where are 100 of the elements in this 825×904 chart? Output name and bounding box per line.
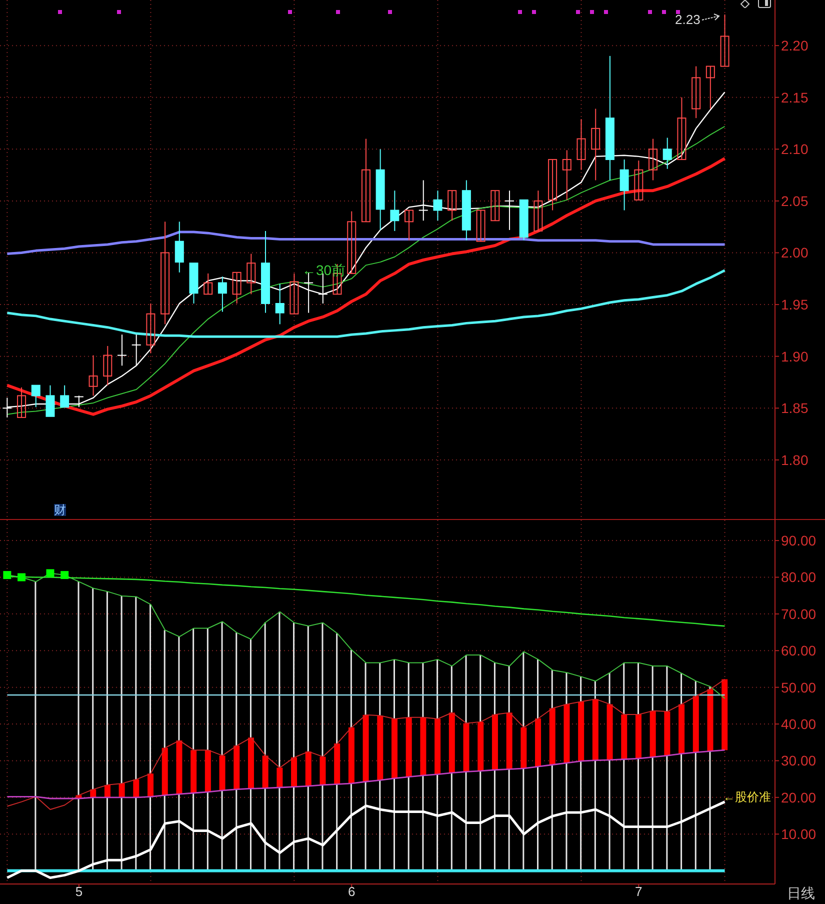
bar	[520, 727, 527, 768]
y-tick-label: 80.00	[781, 569, 816, 586]
bar	[348, 727, 354, 784]
bar	[678, 704, 685, 754]
y-tick-label: 2.10	[781, 141, 808, 158]
bar	[291, 757, 298, 787]
bar	[219, 756, 226, 790]
y-tick-label: 1.80	[781, 452, 808, 468]
bar	[664, 712, 670, 756]
bar	[635, 714, 642, 759]
bar	[592, 699, 598, 760]
bar	[392, 718, 398, 778]
candlestick	[232, 272, 242, 304]
bar	[305, 752, 312, 786]
bar	[320, 756, 326, 785]
bar	[133, 779, 140, 798]
candlestick	[160, 221, 170, 325]
bar	[448, 712, 455, 773]
line-series	[6, 678, 726, 810]
candlestick	[548, 159, 558, 211]
candlestick	[504, 190, 514, 230]
candlestick	[88, 354, 98, 396]
y-tick-label: 1.90	[781, 348, 808, 364]
candlestick	[404, 210, 414, 241]
bar	[722, 679, 728, 750]
candlestick	[490, 190, 500, 222]
candlestick	[218, 276, 227, 312]
bar	[549, 708, 556, 765]
candlestick	[60, 384, 70, 408]
line-series	[6, 749, 726, 800]
bar	[606, 704, 613, 760]
bar	[276, 768, 283, 788]
bar	[162, 748, 168, 796]
candlestick	[534, 190, 543, 232]
candlestick	[648, 138, 658, 181]
candlestick	[361, 138, 370, 222]
candlestick	[174, 221, 184, 273]
candlestick	[448, 190, 457, 222]
bar	[692, 696, 699, 752]
y-tick-label: 70.00	[781, 606, 816, 622]
candlestick	[576, 118, 586, 170]
candlestick	[562, 150, 572, 200]
candlestick	[347, 210, 356, 274]
y-tick-label: 2.05	[781, 192, 808, 209]
candlestick	[677, 96, 686, 160]
candlestick	[103, 345, 112, 386]
bar	[176, 740, 182, 794]
bar	[506, 712, 512, 770]
bar	[650, 710, 656, 758]
candlestick	[246, 253, 256, 295]
x-tick-label: 5	[75, 884, 83, 900]
candlestick	[31, 384, 40, 408]
candlestick	[706, 66, 715, 110]
bar	[118, 783, 125, 798]
bar	[234, 746, 240, 790]
bar	[621, 714, 628, 760]
y-tick-label: 50.00	[781, 679, 816, 696]
candlestick	[418, 180, 428, 222]
bar	[406, 717, 412, 777]
candlestick	[692, 66, 701, 119]
x-tick-label: 7	[635, 884, 642, 900]
bar	[463, 723, 470, 772]
bar	[262, 756, 268, 788]
bar	[434, 718, 441, 774]
bar	[204, 750, 211, 792]
candlestick	[117, 334, 126, 366]
y-tick-label: 10.00	[781, 826, 816, 842]
y-tick-label: 60.00	[781, 642, 816, 659]
y-tick-label: 2.00	[781, 244, 808, 261]
bar	[362, 714, 369, 782]
candlestick	[46, 384, 55, 417]
x-tick-label: 6	[348, 884, 356, 900]
line-series	[6, 800, 726, 880]
bar	[190, 750, 197, 793]
bar	[377, 716, 384, 780]
candlestick	[146, 303, 156, 354]
bar	[707, 689, 714, 752]
bar	[535, 718, 542, 767]
candlestick	[204, 272, 213, 295]
y-tick-label: 90.00	[781, 532, 816, 549]
bar	[478, 722, 484, 771]
candlestick	[275, 283, 284, 325]
annotation: ←股价准	[723, 790, 771, 804]
bar	[564, 704, 570, 763]
candlestick	[634, 160, 644, 200]
bar	[248, 738, 254, 789]
candlestick	[591, 108, 600, 181]
y-tick-label: 30.00	[781, 752, 816, 769]
candlestick	[433, 190, 442, 222]
candlestick	[476, 210, 486, 242]
bar	[148, 774, 154, 797]
y-tick-label: 2.20	[781, 38, 808, 54]
bar	[420, 717, 426, 776]
bar	[492, 714, 498, 770]
candlestick	[662, 137, 672, 170]
annotation: 2.23	[675, 12, 700, 27]
y-tick-label: 1.85	[781, 400, 808, 416]
candlestick	[620, 159, 629, 211]
candlestick	[390, 190, 400, 232]
candlestick	[290, 272, 299, 314]
